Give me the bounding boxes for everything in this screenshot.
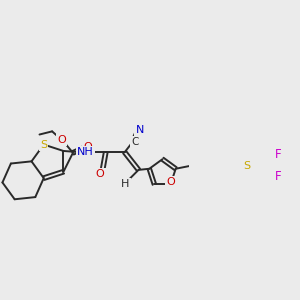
Text: O: O — [83, 142, 92, 152]
Text: F: F — [274, 170, 281, 183]
Text: NH: NH — [77, 147, 94, 157]
Text: N: N — [136, 124, 144, 134]
Text: S: S — [243, 160, 250, 171]
Text: S: S — [40, 140, 47, 150]
Text: O: O — [96, 169, 104, 179]
Text: O: O — [166, 177, 175, 187]
Text: C: C — [131, 137, 138, 147]
Text: H: H — [121, 179, 130, 189]
Text: O: O — [57, 135, 66, 145]
Text: F: F — [274, 148, 281, 161]
